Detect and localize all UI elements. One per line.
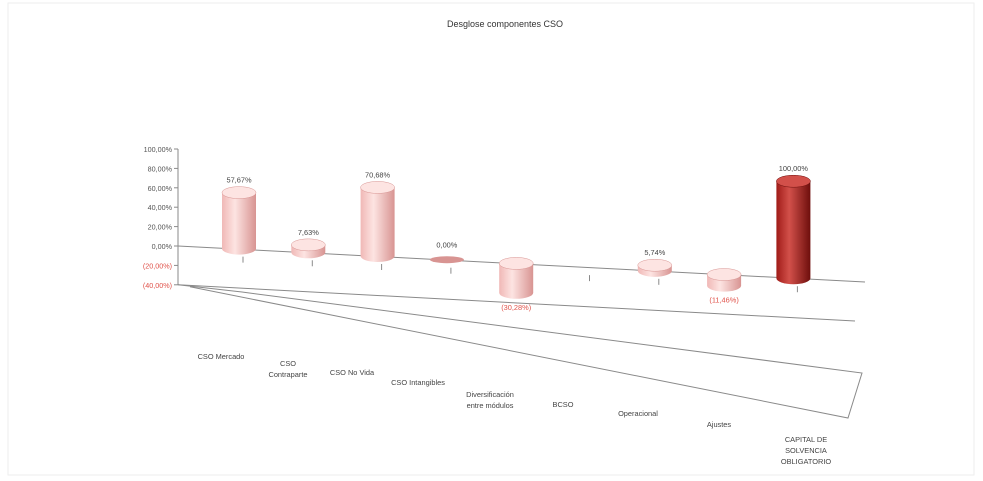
bar-top xyxy=(776,174,811,188)
labels-layer: 100,00% 80,00% 60,00% 40,00% 20,00% 0,00% (20,… xyxy=(143,145,832,466)
bars-layer xyxy=(221,174,811,299)
bar-top xyxy=(221,186,257,199)
y-tick-label: 20,00% xyxy=(148,223,173,232)
category-label: Operacional xyxy=(618,409,658,418)
data-label: 7,63% xyxy=(298,228,319,237)
category-label: Diversificación entre módulos xyxy=(466,390,514,410)
bar-top xyxy=(706,268,742,281)
y-tick-label: 60,00% xyxy=(148,184,173,193)
y-tick-label: 100,00% xyxy=(144,145,173,154)
data-label: 0,00% xyxy=(436,241,457,250)
bar-cylinder xyxy=(498,257,534,299)
category-label: CAPITAL DE SOLVENCIA OBLIGATORIO xyxy=(781,435,831,466)
floor-back-edge xyxy=(177,284,856,322)
bar-cylinder xyxy=(429,256,464,264)
chart-title: Desglose componentes CSO xyxy=(447,19,563,29)
data-label: 100,00% xyxy=(779,164,809,173)
category-label: CSO Mercado xyxy=(198,352,245,361)
bar-cylinder xyxy=(637,258,673,277)
category-label: BCSO xyxy=(553,400,574,409)
data-label: 70,68% xyxy=(365,170,390,179)
bar-top xyxy=(291,238,326,252)
data-label: 5,74% xyxy=(644,248,665,257)
data-label: (30,28%) xyxy=(501,303,531,312)
y-tick-label: 40,00% xyxy=(148,203,173,212)
bar-body xyxy=(499,263,534,299)
y-tick-label: (20,00%) xyxy=(143,261,172,270)
category-label: CSO Contraparte xyxy=(268,359,307,379)
bar-body xyxy=(222,192,256,255)
bar-top xyxy=(637,258,673,272)
data-label: 57,67% xyxy=(226,176,251,185)
data-label: (11,46%) xyxy=(709,296,738,305)
y-tick-label: 80,00% xyxy=(148,164,173,173)
bar-top xyxy=(360,181,395,194)
floor-plane xyxy=(177,284,863,419)
bar-body xyxy=(360,187,395,262)
category-label: Ajustes xyxy=(707,420,732,429)
category-label: CSO Intangibles xyxy=(391,378,445,387)
y-tick-label: (40,00%) xyxy=(143,281,172,290)
bar-cylinder xyxy=(291,238,326,259)
bar-top xyxy=(498,257,534,270)
y-tick-label: 0,00% xyxy=(152,242,173,251)
bar-cylinder xyxy=(706,268,742,292)
bar-body xyxy=(776,181,811,285)
category-label: CSO No Vida xyxy=(330,368,375,377)
bar-cylinder xyxy=(221,186,257,255)
bar-cylinder xyxy=(776,174,811,285)
bar-cylinder xyxy=(360,181,395,262)
bar-zero-disc xyxy=(429,256,464,264)
